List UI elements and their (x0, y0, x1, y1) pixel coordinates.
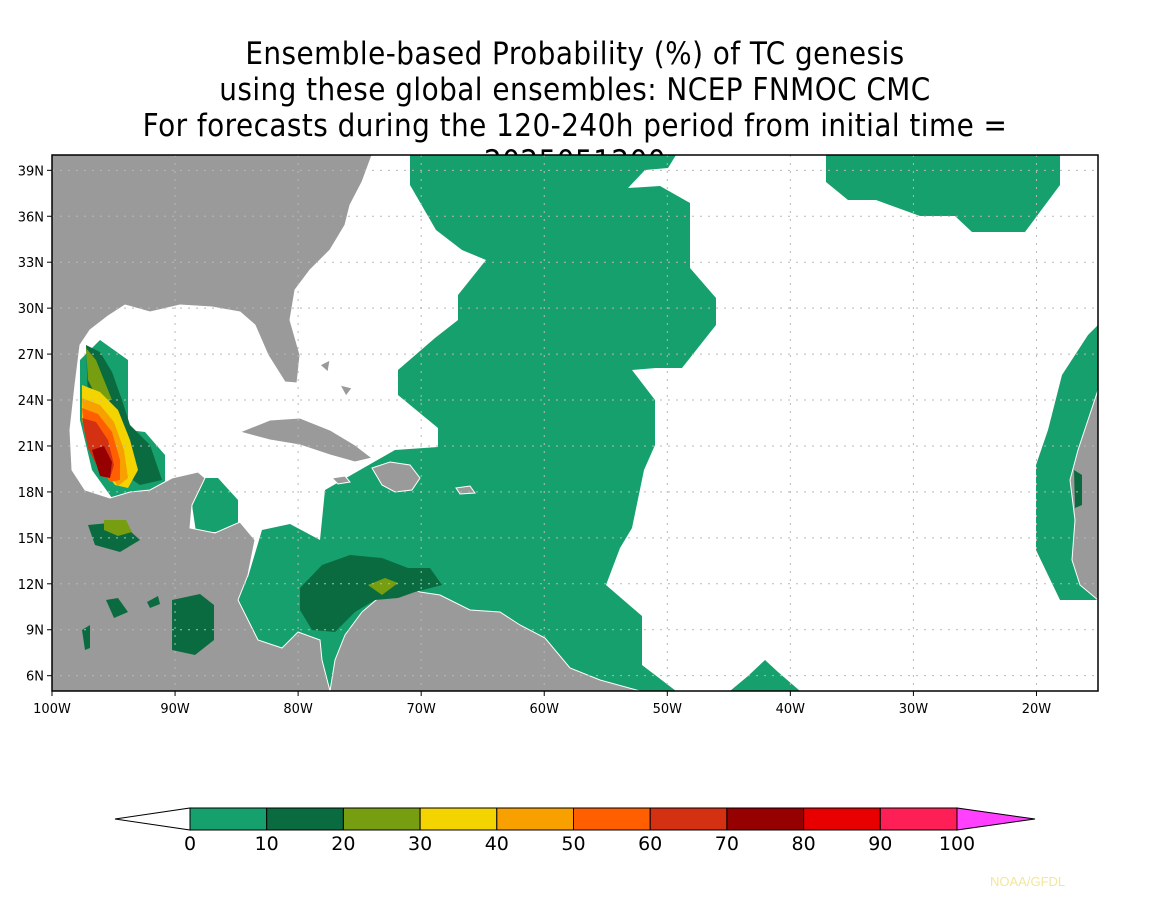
probability-80-area (92, 446, 112, 478)
colorbar-tick-label: 50 (561, 833, 585, 855)
colorbar-segment (649, 807, 728, 831)
colorbar-segment (803, 807, 881, 831)
lat-label: 15N (18, 532, 44, 547)
lon-label: 50W (653, 702, 683, 717)
lat-label: 24N (18, 394, 44, 409)
longitude-labels: 100W 90W 80W 70W 60W 50W 40W 30W 20W (33, 691, 1051, 717)
lat-label: 21N (18, 440, 44, 455)
credit-label: NOAA/GFDL (990, 874, 1066, 889)
colorbar-tick-label: 90 (868, 833, 892, 855)
colorbar-tick-label: 20 (331, 833, 355, 855)
latitude-labels: 39N 36N 33N 30N 27N 24N 21N 18N 15N 12N 9N 6N (18, 164, 52, 685)
colorbar-segment (342, 807, 421, 831)
lat-label: 9N (26, 624, 44, 639)
map-area (52, 155, 1098, 691)
lon-label: 70W (406, 702, 436, 717)
colorbar-tick-label: 80 (792, 833, 816, 855)
colorbar-segment (189, 807, 268, 831)
lat-label: 12N (18, 578, 44, 593)
lat-label: 27N (18, 348, 44, 363)
title-line-1: Ensemble-based Probability (%) of TC gen… (245, 36, 905, 72)
plot-frame (51, 154, 1099, 692)
colorbar-tick-label: 100 (939, 833, 975, 855)
lon-label: 60W (530, 702, 560, 717)
lon-label: 20W (1022, 702, 1052, 717)
lat-label: 36N (18, 210, 44, 225)
lon-label: 100W (33, 702, 71, 717)
colorbar-segment (573, 807, 651, 831)
lon-label: 80W (283, 702, 313, 717)
colorbar-max-arrow (956, 807, 1036, 831)
colorbar-segment (419, 807, 498, 831)
land-masses (52, 155, 1098, 691)
title-line-2: using these global ensembles: NCEP FNMOC… (219, 72, 931, 108)
lon-label: 40W (776, 702, 806, 717)
colorbar-segment (266, 807, 344, 831)
colorbar-segment (496, 807, 574, 831)
colorbar-segment (726, 807, 805, 831)
graticule (52, 155, 1098, 691)
colorbar-tick-label: 60 (638, 833, 662, 855)
colorbar: 0 10 20 30 40 50 60 70 80 90 100 (114, 807, 1036, 855)
lat-label: 30N (18, 302, 44, 317)
colorbar-segment (879, 807, 958, 831)
probability-30-area (86, 348, 398, 595)
colorbar-tick-label: 70 (715, 833, 739, 855)
lon-label: 30W (899, 702, 929, 717)
lat-label: 18N (18, 486, 44, 501)
colorbar-tick-label: 30 (408, 833, 432, 855)
colorbar-tick-label: 10 (255, 833, 279, 855)
colorbar-min-arrow (114, 807, 191, 831)
colorbar-tick-label: 40 (485, 833, 509, 855)
colorbar-tick-label: 0 (184, 833, 196, 855)
lat-label: 39N (18, 164, 44, 179)
lat-label: 6N (26, 670, 44, 685)
lon-label: 90W (160, 702, 190, 717)
lat-label: 33N (18, 256, 44, 271)
